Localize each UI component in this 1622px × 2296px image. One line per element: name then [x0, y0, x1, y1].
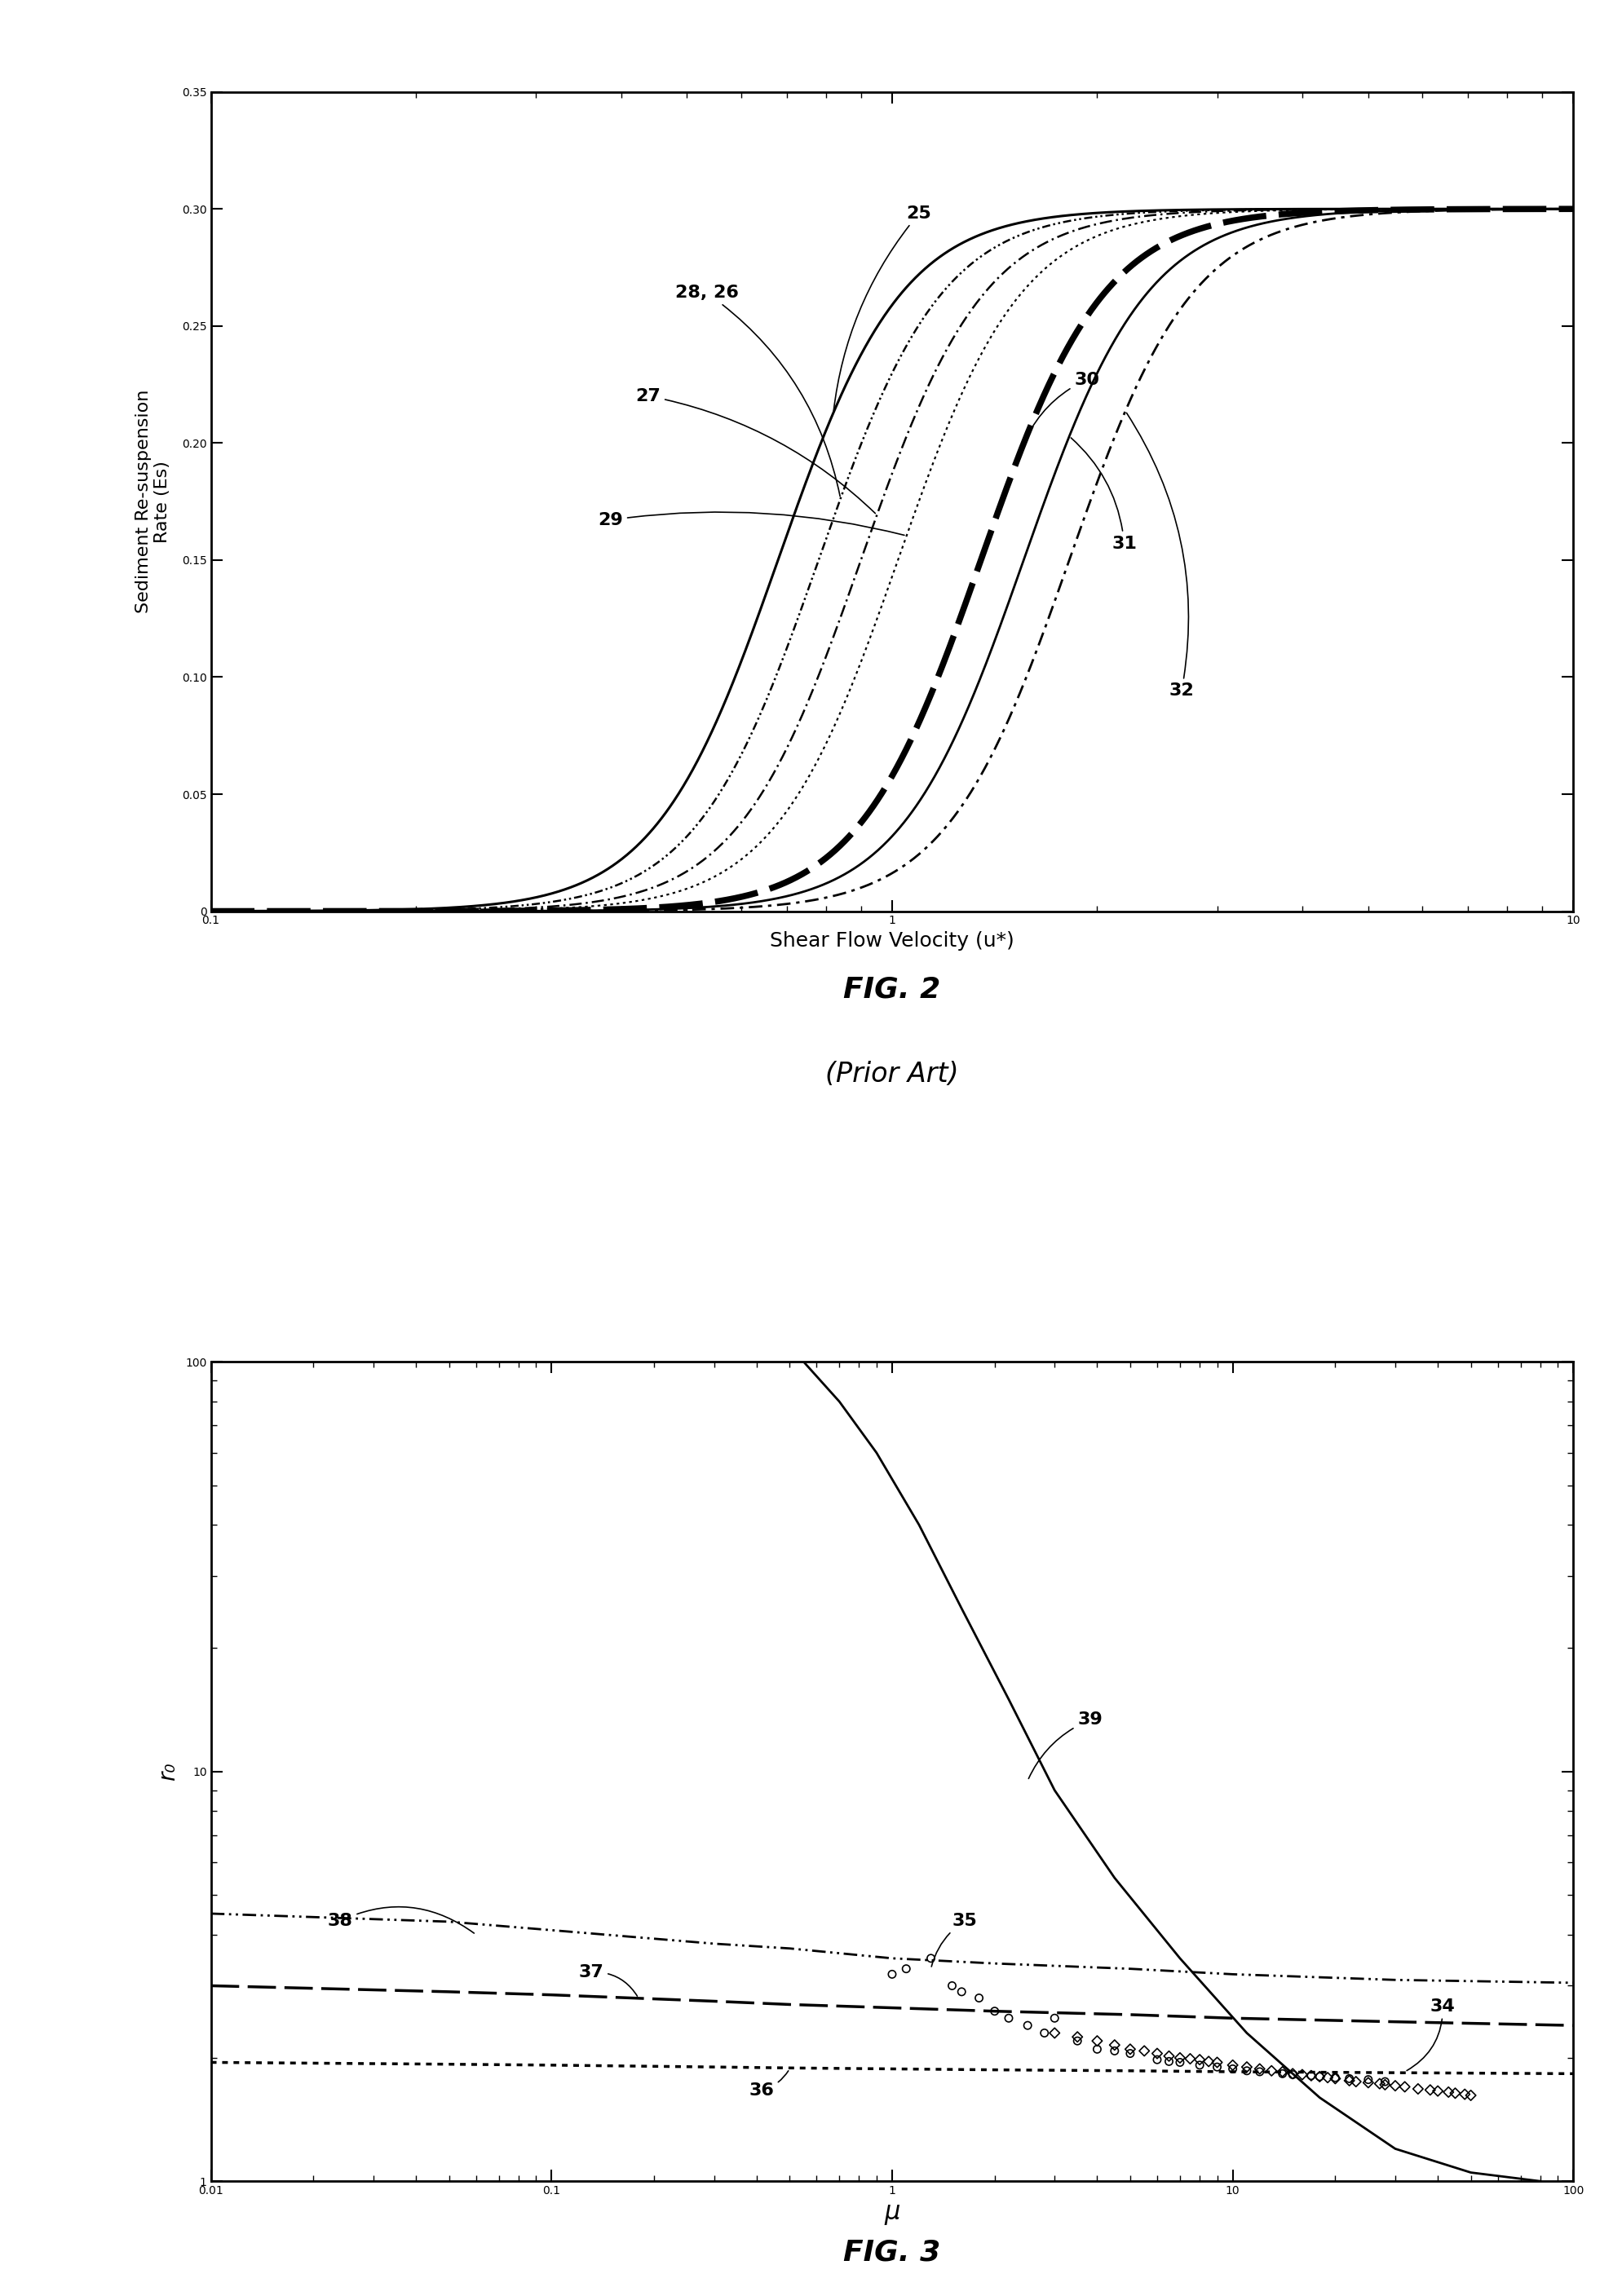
Text: 34: 34	[1406, 1998, 1455, 2071]
Point	[1442, 2076, 1468, 2112]
Point	[1144, 2034, 1169, 2071]
Point	[1083, 2032, 1109, 2069]
Text: 25: 25	[834, 204, 931, 411]
Point	[1458, 2078, 1484, 2115]
Text: 31: 31	[1071, 439, 1137, 551]
Point	[1367, 2066, 1393, 2103]
Point	[939, 1968, 965, 2004]
Point	[1234, 2053, 1260, 2089]
Point	[1315, 2060, 1341, 2096]
Y-axis label: Sediment Re-suspension
Rate (Es): Sediment Re-suspension Rate (Es)	[135, 390, 170, 613]
Point	[1195, 2043, 1221, 2080]
Text: (Prior Art): (Prior Art)	[826, 1061, 959, 1088]
Point	[1418, 2071, 1444, 2108]
Point	[1307, 2057, 1333, 2094]
Point	[1144, 2041, 1169, 2078]
Point	[1452, 2076, 1478, 2112]
Point	[1247, 2053, 1273, 2089]
Point	[1382, 2066, 1408, 2103]
Point	[996, 2000, 1022, 2037]
Point	[1064, 2018, 1090, 2055]
Point	[918, 1940, 944, 1977]
Point	[1280, 2057, 1306, 2094]
Point	[879, 1956, 905, 1993]
Point	[1307, 2057, 1333, 2094]
Point	[1015, 2007, 1041, 2043]
Point	[1280, 2055, 1306, 2092]
Point	[1156, 2039, 1182, 2076]
Point	[1220, 2050, 1246, 2087]
Point	[894, 1949, 920, 1986]
Point	[1322, 2060, 1348, 2096]
Text: 35: 35	[931, 1913, 976, 1968]
Point	[1298, 2057, 1324, 2094]
Point	[1337, 2060, 1362, 2096]
Point	[1435, 2073, 1461, 2110]
Text: 29: 29	[599, 512, 905, 535]
Point	[1289, 2057, 1315, 2094]
Point	[1187, 2041, 1213, 2078]
Text: 28, 26: 28, 26	[675, 285, 840, 496]
Point	[1204, 2043, 1229, 2080]
Point	[1166, 2039, 1192, 2076]
X-axis label: Shear Flow Velocity (u*): Shear Flow Velocity (u*)	[770, 932, 1014, 951]
Point	[1322, 2060, 1348, 2096]
Text: 32: 32	[1127, 413, 1194, 698]
Point	[1372, 2066, 1398, 2103]
Point	[967, 1979, 993, 2016]
Point	[1178, 2041, 1204, 2078]
Point	[1247, 2050, 1273, 2087]
Point	[1041, 2014, 1067, 2050]
Point	[1166, 2043, 1192, 2080]
Point	[1298, 2057, 1324, 2094]
Text: 38: 38	[328, 1906, 474, 1933]
Point	[1032, 2014, 1058, 2050]
Point	[1118, 2034, 1144, 2071]
Point	[1392, 2069, 1418, 2105]
Point	[949, 1972, 975, 2009]
Point	[1118, 2032, 1144, 2069]
Point	[1156, 2043, 1182, 2080]
Point	[1270, 2055, 1296, 2092]
Point	[1064, 2023, 1090, 2060]
X-axis label: μ: μ	[884, 2202, 900, 2225]
Point	[1187, 2046, 1213, 2082]
Text: FIG. 2: FIG. 2	[843, 976, 941, 1003]
Point	[1356, 2064, 1382, 2101]
Point	[1343, 2064, 1369, 2101]
Point	[1220, 2046, 1246, 2082]
Text: 30: 30	[1022, 372, 1100, 445]
Point	[1270, 2053, 1296, 2089]
Text: 36: 36	[749, 2071, 788, 2099]
Point	[1405, 2071, 1431, 2108]
Point	[1372, 2064, 1398, 2101]
Point	[1131, 2032, 1156, 2069]
Text: 37: 37	[579, 1963, 637, 1995]
Point	[1259, 2053, 1285, 2089]
Text: 39: 39	[1028, 1713, 1103, 1779]
Point	[981, 1993, 1007, 2030]
Point	[1041, 2000, 1067, 2037]
Point	[1356, 2062, 1382, 2099]
Point	[1337, 2062, 1362, 2099]
Point	[1424, 2073, 1450, 2110]
Text: 27: 27	[636, 388, 876, 514]
Point	[1234, 2048, 1260, 2085]
Text: FIG. 3: FIG. 3	[843, 2239, 941, 2266]
Point	[1101, 2032, 1127, 2069]
Point	[1101, 2027, 1127, 2064]
Point	[1204, 2048, 1229, 2085]
Point	[1083, 2023, 1109, 2060]
Y-axis label: r₀: r₀	[157, 1763, 180, 1782]
